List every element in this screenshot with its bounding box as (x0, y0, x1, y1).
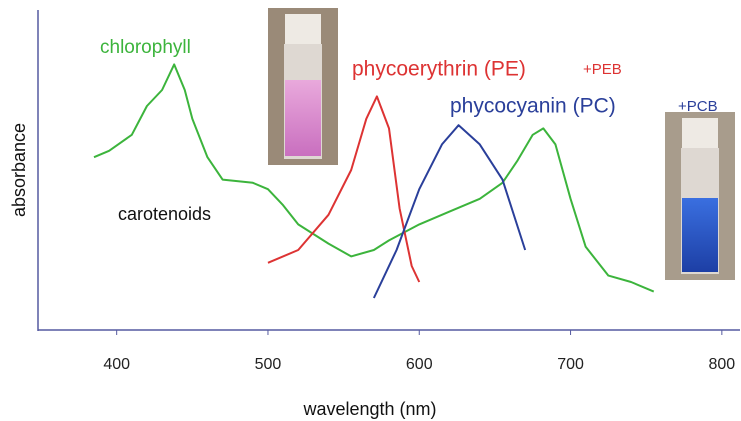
series-label: chlorophyll (100, 37, 191, 58)
annotation: carotenoids (118, 204, 211, 224)
chart: wavelength (nm) absorbance carotenoids +… (0, 0, 741, 421)
x-tick-label: 400 (103, 356, 130, 373)
x-tick-label: 600 (406, 356, 433, 373)
annotation: +PCB (678, 98, 718, 115)
vial-pe (268, 8, 338, 165)
series-label: phycocyanin (PC) (450, 95, 616, 118)
series-label: phycoerythrin (PE) (352, 58, 526, 81)
vial-pc (665, 112, 735, 280)
x-tick-label: 800 (708, 356, 735, 373)
x-axis-label: wavelength (nm) (302, 399, 436, 419)
annotation: +PEB (583, 61, 622, 78)
y-axis-label: absorbance (9, 123, 29, 217)
x-tick-label: 500 (255, 356, 282, 373)
x-tick-label: 700 (557, 356, 584, 373)
